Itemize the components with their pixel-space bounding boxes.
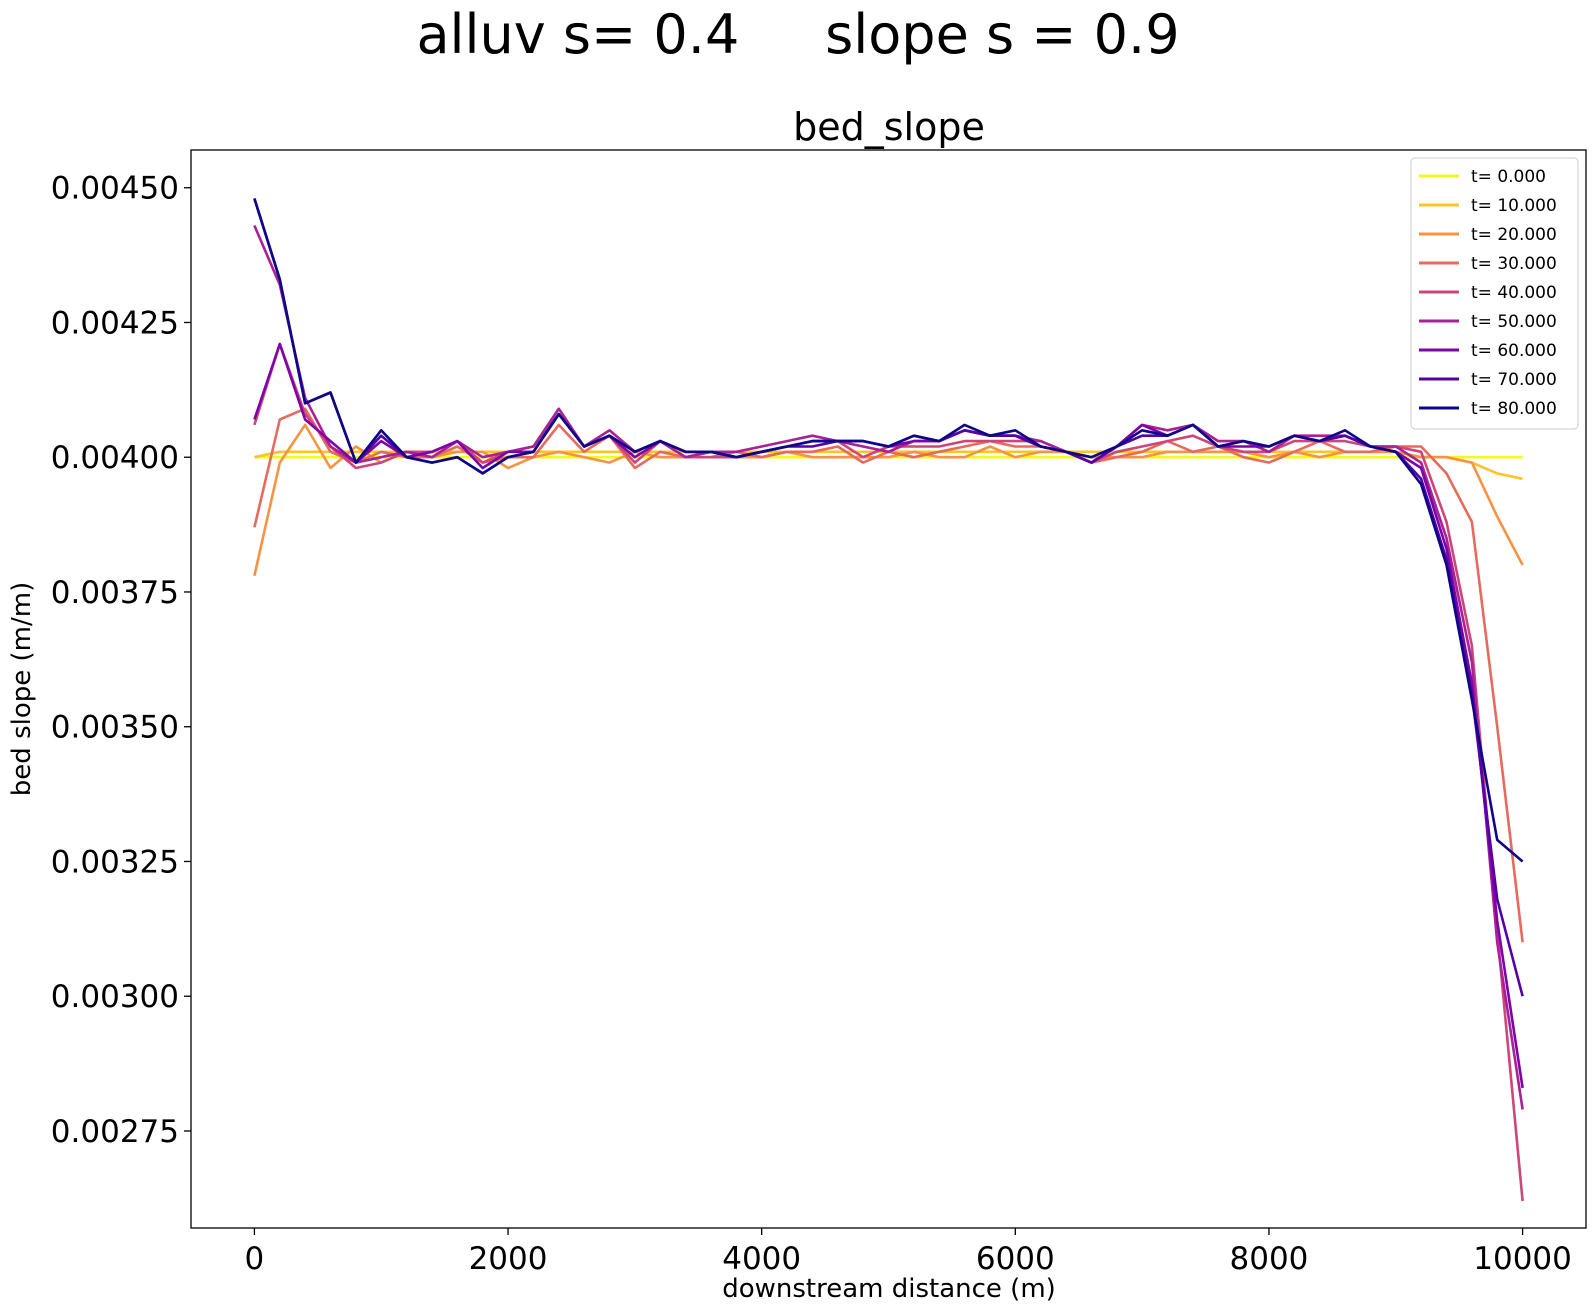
legend-entry: t= 50.000 [1471,312,1557,332]
y-tick-label: 0.00400 [51,440,179,476]
x-tick-label: 0 [245,1241,265,1277]
legend-entry: t= 60.000 [1471,341,1557,361]
legend-entry: t= 40.000 [1471,283,1557,303]
legend-entry: t= 20.000 [1471,225,1557,245]
y-tick-label: 0.00350 [51,710,179,746]
legend-entry: t= 80.000 [1471,399,1557,419]
x-axis-label: downstream distance (m) [722,1274,1056,1304]
y-tick-label: 0.00375 [51,575,179,611]
legend-entry: t= 10.000 [1471,196,1557,216]
legend-entry: t= 30.000 [1471,254,1557,274]
legend-entry: t= 70.000 [1471,370,1557,390]
x-tick-label: 8000 [1230,1241,1309,1277]
figure-suptitle: alluv s= 0.4 slope s = 0.9 [416,3,1180,66]
x-tick-label: 4000 [722,1241,801,1277]
y-tick-label: 0.00325 [51,844,179,880]
series-line-5 [253,224,1524,1110]
y-axis-ticks: 0.00275 0.00300 0.00325 0.00350 0.00375 0.004… [51,171,191,1150]
y-tick-label: 0.00425 [51,305,179,341]
series-layer [253,198,1524,1202]
series-line-8 [253,198,1524,863]
legend: t= 0.000 t= 10.000 t= 20.000 t= 30.000 t= 40… [1410,157,1579,430]
series-line-7 [253,198,1524,997]
legend-entry: t= 0.000 [1471,167,1546,187]
series-line-1 [254,450,1523,481]
y-axis-label: bed slope (m/m) [7,582,37,796]
chart-title: bed_slope [793,105,985,149]
series-line-4 [253,342,1524,1202]
legend-box [1410,157,1579,430]
y-tick-label: 0.00450 [51,171,179,207]
y-tick-label: 0.00300 [51,979,179,1015]
x-tick-label: 10000 [1473,1241,1572,1277]
y-tick-label: 0.00275 [51,1114,179,1150]
x-tick-label: 6000 [976,1241,1055,1277]
x-tick-label: 2000 [469,1241,548,1277]
x-axis-ticks: 0 2000 4000 6000 8000 10000 [245,1228,1572,1277]
plot-area-frame [190,149,1587,1229]
series-line-3 [253,407,1524,943]
